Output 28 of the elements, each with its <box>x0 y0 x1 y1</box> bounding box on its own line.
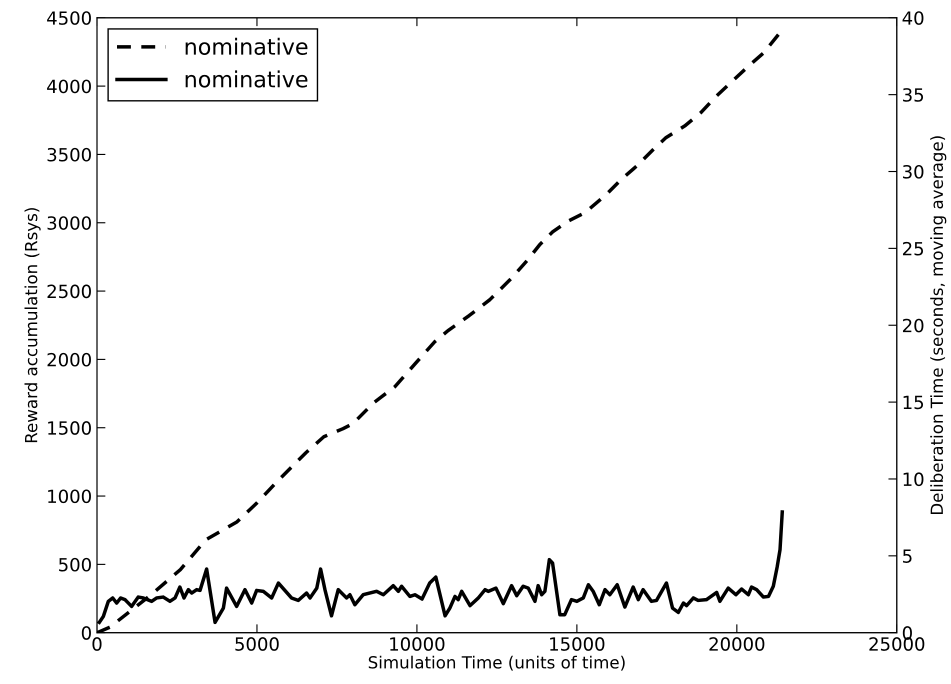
y2-tick-label: 25 <box>902 242 924 256</box>
x-tick-label: 20000 <box>709 637 764 651</box>
y2-tick-label: 30 <box>903 164 924 179</box>
y2-tick-label: 15 <box>904 396 924 410</box>
legend-label: nominative <box>186 70 308 88</box>
x-tick-label: 10000 <box>390 637 444 651</box>
y-tick-label: 1500 <box>48 421 91 435</box>
y2-tick-label: 20 <box>902 318 924 332</box>
y-tick-label: 4000 <box>47 80 91 94</box>
y2-tick-label: 10 <box>904 472 924 486</box>
x-tick-label: 0 <box>92 637 102 651</box>
y-tick-label: 1000 <box>48 490 91 504</box>
y-tick-label: 2000 <box>48 352 91 367</box>
x-axis-title: Simulation Time (units of time) <box>368 656 625 671</box>
y2-tick-label: 35 <box>903 88 924 102</box>
x-tick-label: 5000 <box>235 637 279 651</box>
y2-axis-title: Deliberation Time (seconds, moving average) <box>930 136 946 514</box>
y-tick-label: 2500 <box>48 284 91 298</box>
y2-tick-label: 40 <box>902 11 924 25</box>
legend-label: nominative <box>186 38 308 55</box>
y-axis-title: Reward accumulation (Rsys) <box>24 208 41 442</box>
y-tick-label: 4500 <box>47 11 91 25</box>
y-tick-label: 500 <box>59 558 91 572</box>
y-tick-label: 3000 <box>48 216 91 230</box>
y-tick-label: 0 <box>82 626 91 640</box>
x-tick-label: 15000 <box>550 637 604 651</box>
y2-tick-label: 5 <box>903 550 912 563</box>
y-tick-label: 3500 <box>48 148 91 162</box>
